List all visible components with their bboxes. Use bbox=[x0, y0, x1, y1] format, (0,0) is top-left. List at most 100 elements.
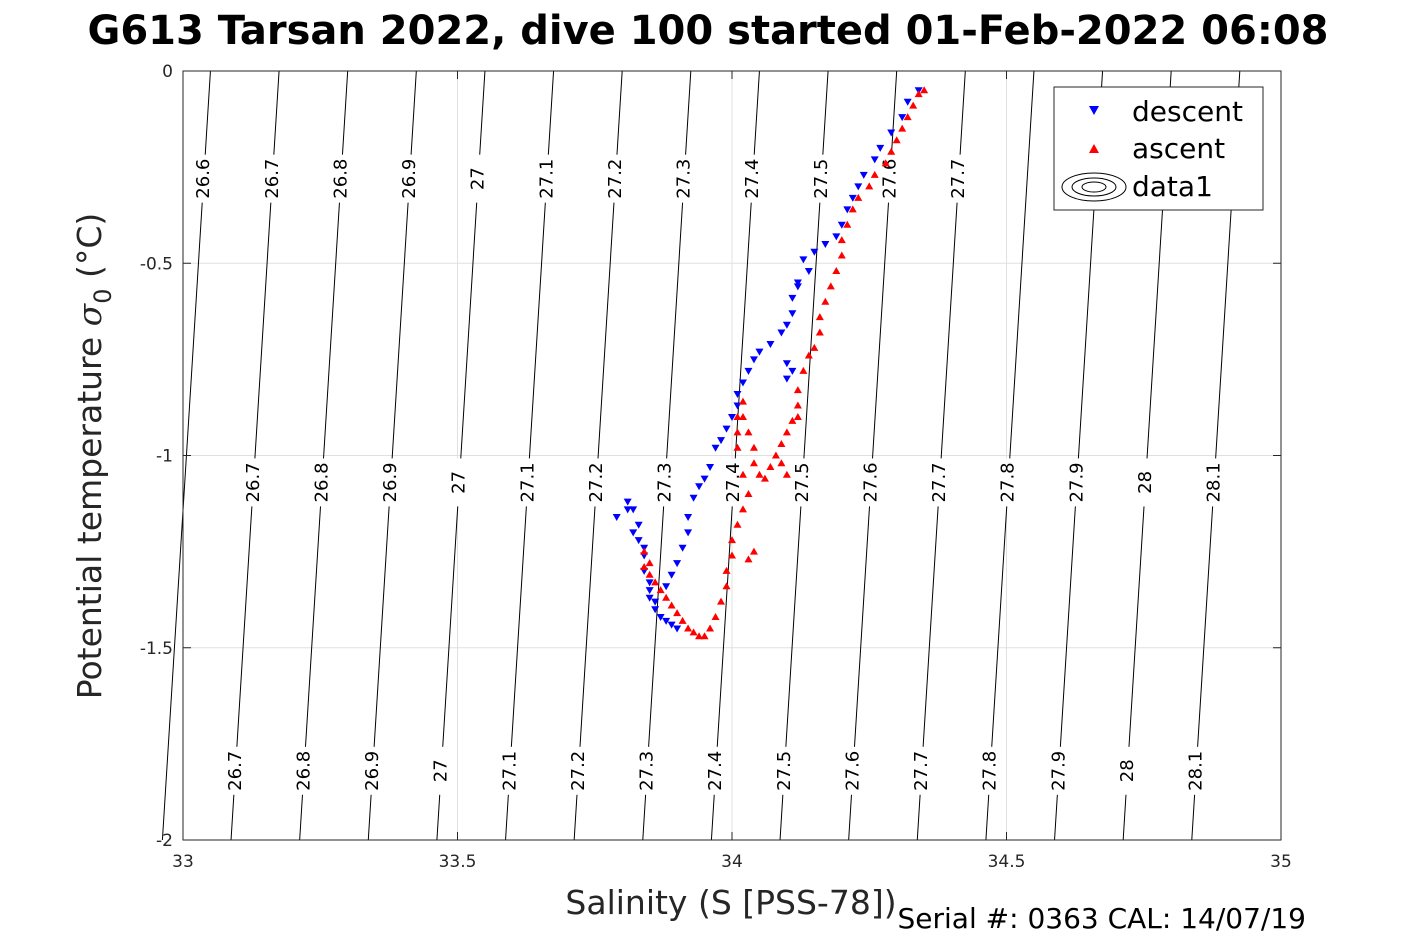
isopycnal-label-bg bbox=[1203, 458, 1226, 507]
isopycnal-label-bg bbox=[997, 458, 1020, 507]
isopycnal-label: 27.5 bbox=[811, 159, 832, 199]
isopycnal-label: 26.8 bbox=[293, 751, 314, 791]
ascent-point bbox=[678, 616, 687, 624]
descent-point bbox=[738, 379, 747, 387]
isopycnal-label-bg bbox=[928, 458, 951, 507]
isopycnal-label: 27 bbox=[468, 167, 489, 190]
ascent-point bbox=[733, 428, 742, 436]
ascent-point bbox=[755, 470, 764, 478]
ascent-point bbox=[695, 632, 704, 640]
ascent-point bbox=[887, 147, 896, 155]
ascent-point bbox=[662, 593, 671, 601]
isopycnal-label: 26.7 bbox=[262, 159, 283, 199]
isopycnal-label: 27.2 bbox=[605, 159, 626, 199]
isopycnal-label-bg bbox=[947, 154, 970, 203]
ascent-point bbox=[706, 624, 715, 632]
ascent-point bbox=[766, 463, 775, 471]
ascent-point bbox=[854, 193, 863, 201]
legend-data1-contour-icon bbox=[1061, 172, 1127, 202]
isopycnal-label-bg bbox=[498, 746, 521, 795]
ascent-point bbox=[738, 413, 747, 421]
isopycnal-label-bg bbox=[878, 154, 901, 203]
descent-point bbox=[678, 544, 687, 552]
descent-point bbox=[667, 571, 676, 579]
ascent-point bbox=[640, 563, 649, 571]
ascent-point bbox=[843, 220, 852, 228]
ascent-point bbox=[804, 351, 813, 359]
isopycnal-label-bg bbox=[361, 746, 384, 795]
ascent-point bbox=[744, 428, 753, 436]
ascent-point bbox=[914, 90, 923, 98]
isopycnal-label: 27.6 bbox=[860, 462, 881, 502]
ascent-point bbox=[738, 505, 747, 513]
isopycnal-label-bg bbox=[859, 458, 882, 507]
ascent-point bbox=[799, 366, 808, 374]
isopycnal-label-bg bbox=[773, 746, 796, 795]
descent-point bbox=[777, 329, 786, 337]
isopycnal-label: 27.8 bbox=[998, 462, 1019, 502]
descent-point bbox=[782, 375, 791, 383]
ascent-point bbox=[821, 297, 830, 305]
ascent-point bbox=[645, 559, 654, 567]
descent-point bbox=[662, 617, 671, 625]
ascent-point bbox=[728, 551, 736, 559]
ascent-point bbox=[667, 601, 676, 609]
ascent-point bbox=[749, 443, 758, 451]
descent-point bbox=[793, 279, 802, 287]
isopycnal-label: 26.8 bbox=[311, 462, 332, 502]
descent-point bbox=[755, 348, 764, 356]
isopycnal-label: 28 bbox=[1117, 759, 1138, 782]
isopycnal-label-bg bbox=[979, 746, 1002, 795]
isopycnal-label-bg bbox=[329, 154, 352, 203]
chart-title: G613 Tarsan 2022, dive 100 started 01-Fe… bbox=[87, 8, 1328, 54]
ascent-point bbox=[749, 547, 758, 555]
ascent-point bbox=[689, 628, 698, 636]
descent-point bbox=[788, 367, 797, 375]
ascent-point bbox=[651, 578, 660, 586]
y-tick-label: -0.5 bbox=[140, 254, 173, 274]
ascent-point bbox=[777, 459, 786, 467]
isopycnal-label-bg bbox=[224, 746, 247, 795]
isopycnal-label-bg bbox=[673, 154, 696, 203]
isopycnal-label: 26.7 bbox=[243, 462, 264, 502]
isopycnal-label-bg bbox=[516, 458, 539, 507]
descent-point bbox=[629, 529, 638, 537]
ascent-point bbox=[733, 443, 742, 451]
isopycnal-label: 27.4 bbox=[705, 751, 726, 791]
descent-point bbox=[667, 621, 676, 629]
descent-point bbox=[662, 583, 671, 591]
descent-point bbox=[793, 283, 802, 291]
isopycnal-label: 27.6 bbox=[842, 751, 863, 791]
isopycnal-label: 27.1 bbox=[536, 159, 557, 199]
isopycnal-label-bg bbox=[535, 154, 558, 203]
ascent-point bbox=[722, 566, 731, 574]
x-tick-label: 34.5 bbox=[988, 852, 1026, 872]
ascent-point bbox=[711, 612, 720, 620]
descent-point bbox=[870, 156, 879, 164]
legend-descent-label: descent bbox=[1132, 95, 1243, 128]
isopycnal-label: 27.2 bbox=[568, 751, 589, 791]
isopycnal-label-bg bbox=[841, 746, 864, 795]
ascent-point bbox=[898, 124, 907, 132]
isopycnal-label: 27.4 bbox=[742, 159, 763, 199]
ascent-point bbox=[909, 101, 918, 109]
legend-data1-label: data1 bbox=[1132, 170, 1213, 203]
isopycnal-label: 28.1 bbox=[1204, 462, 1225, 502]
isopycnal-label-bg bbox=[604, 154, 627, 203]
ascent-point bbox=[656, 586, 665, 594]
isopycnal-label-bg bbox=[1134, 458, 1157, 507]
isopycnal-label: 27.7 bbox=[929, 462, 950, 502]
ascent-point bbox=[738, 397, 747, 405]
isopycnal-label: 27.1 bbox=[517, 462, 538, 502]
isopycnal-label: 27.9 bbox=[1048, 751, 1069, 791]
descent-point bbox=[903, 98, 912, 106]
ascent-point bbox=[810, 343, 819, 351]
descent-point bbox=[684, 529, 693, 537]
descent-point bbox=[700, 475, 709, 483]
isopycnal-label-bg bbox=[636, 746, 659, 795]
ascent-point bbox=[744, 489, 753, 497]
descent-point bbox=[887, 129, 896, 137]
y-axis-label: Potential temperature σ0 (°C) bbox=[70, 213, 117, 700]
ascent-point bbox=[673, 609, 682, 617]
y-axis-label-sigma: σ bbox=[70, 302, 109, 326]
